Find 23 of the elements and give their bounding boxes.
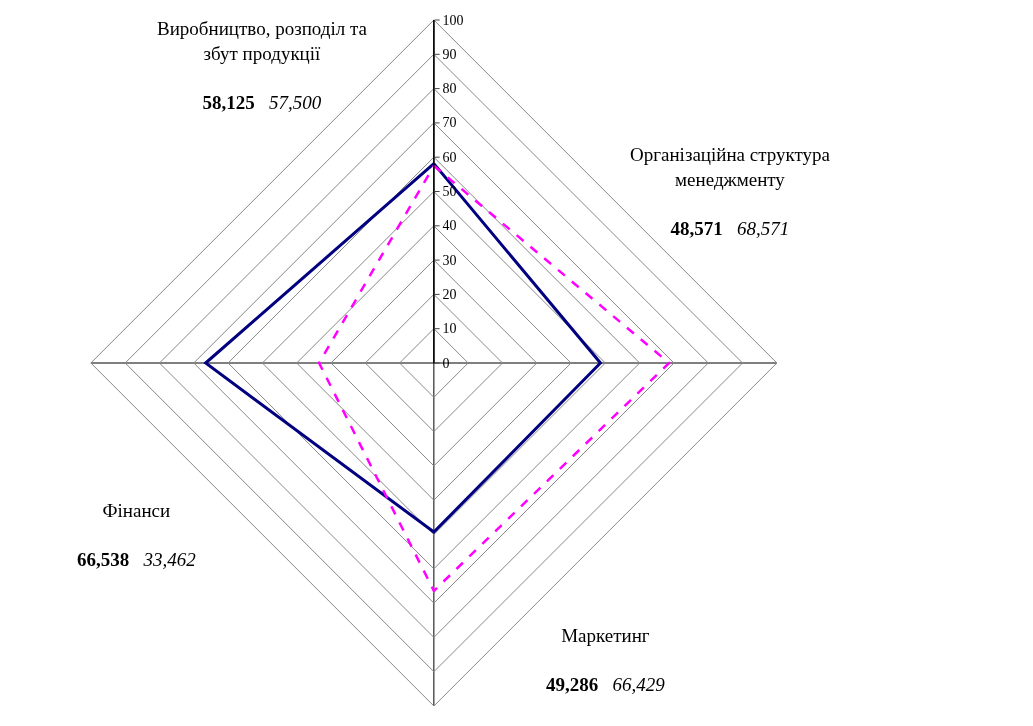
spoke-label: Організаційна структура менеджменту — [630, 144, 831, 190]
y-tick-label: 100 — [442, 12, 464, 28]
spoke-label: Маркетинг — [561, 625, 650, 646]
y-tick-label: 70 — [442, 115, 457, 131]
spoke-label: Виробництво, розподіл та збут продукції — [157, 18, 368, 64]
text: 33,462 — [142, 549, 197, 571]
y-tick-label: 80 — [442, 81, 457, 97]
text: 57,500 — [269, 92, 322, 114]
text: 48,571 — [670, 218, 723, 240]
spoke-label: Фінанси — [102, 500, 171, 521]
text: 66,429 — [612, 674, 666, 696]
text: 58,125 — [202, 92, 255, 114]
y-tick-label: 0 — [442, 355, 450, 371]
y-tick-label: 60 — [442, 149, 457, 165]
text: 68,571 — [737, 218, 790, 240]
y-tick-label: 90 — [442, 46, 457, 62]
y-tick-label: 20 — [442, 286, 457, 302]
y-tick-label: 50 — [442, 184, 457, 200]
text: 49,286 — [546, 674, 599, 696]
y-tick-label: 30 — [442, 252, 457, 268]
y-tick-label: 10 — [442, 321, 457, 337]
y-tick-label: 40 — [442, 218, 457, 234]
text: 66,538 — [77, 549, 130, 571]
